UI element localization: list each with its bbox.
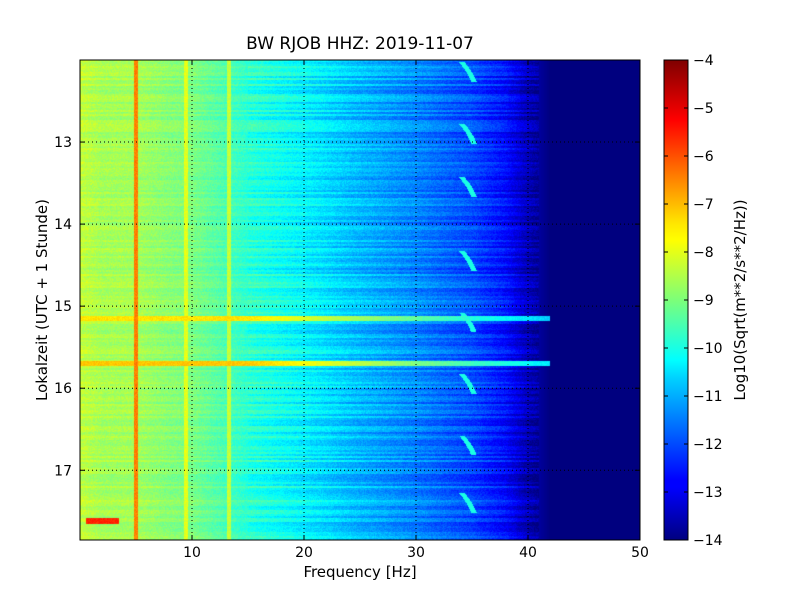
plot-frame	[79, 59, 641, 541]
y-tick-label: 13	[54, 135, 72, 151]
colorbar-tick-label: −5	[693, 101, 714, 117]
colorbar-ticks: −4 −5 −6 −7 −8 −9 −10 −11 −12 −13 −14	[664, 53, 723, 549]
y-tick-label: 17	[54, 463, 72, 479]
colorbar-tick-label: −11	[693, 389, 723, 405]
y-tick-label: 16	[54, 381, 72, 397]
colorbar-tick-label: −6	[693, 149, 714, 165]
colorbar-label: Log10(Sqrt(m**2/s**2/Hz))	[731, 199, 749, 400]
spectrogram-heatmap	[80, 60, 640, 540]
colorbar-tick-label: −14	[693, 533, 723, 549]
chart-title: BW RJOB HHZ: 2019-11-07	[246, 34, 474, 54]
colorbar-tick-label: −10	[693, 341, 723, 357]
y-tick-label: 15	[54, 299, 72, 315]
colorbar-tick-label: −12	[693, 437, 723, 453]
y-tick-label: 14	[54, 217, 72, 233]
x-axis-label: Frequency [Hz]	[303, 563, 416, 581]
x-tick-label: 40	[519, 545, 537, 561]
colorbar-tick-label: −4	[693, 53, 714, 69]
colorbar-tick-label: −8	[693, 245, 714, 261]
x-tick-label: 10	[183, 545, 201, 561]
colorbar-tick-label: −13	[693, 485, 723, 501]
axis-ticks: 10 20 30 40 50 13 14 15 16 17	[54, 60, 649, 561]
y-axis-label: Lokalzeit (UTC + 1 Stunde)	[33, 199, 51, 401]
x-tick-label: 30	[407, 545, 425, 561]
x-tick-label: 50	[631, 545, 649, 561]
colorbar-tick-label: −9	[693, 293, 714, 309]
colorbar-tick-label: −7	[693, 197, 714, 213]
x-tick-label: 20	[295, 545, 313, 561]
grid-lines	[80, 60, 640, 540]
